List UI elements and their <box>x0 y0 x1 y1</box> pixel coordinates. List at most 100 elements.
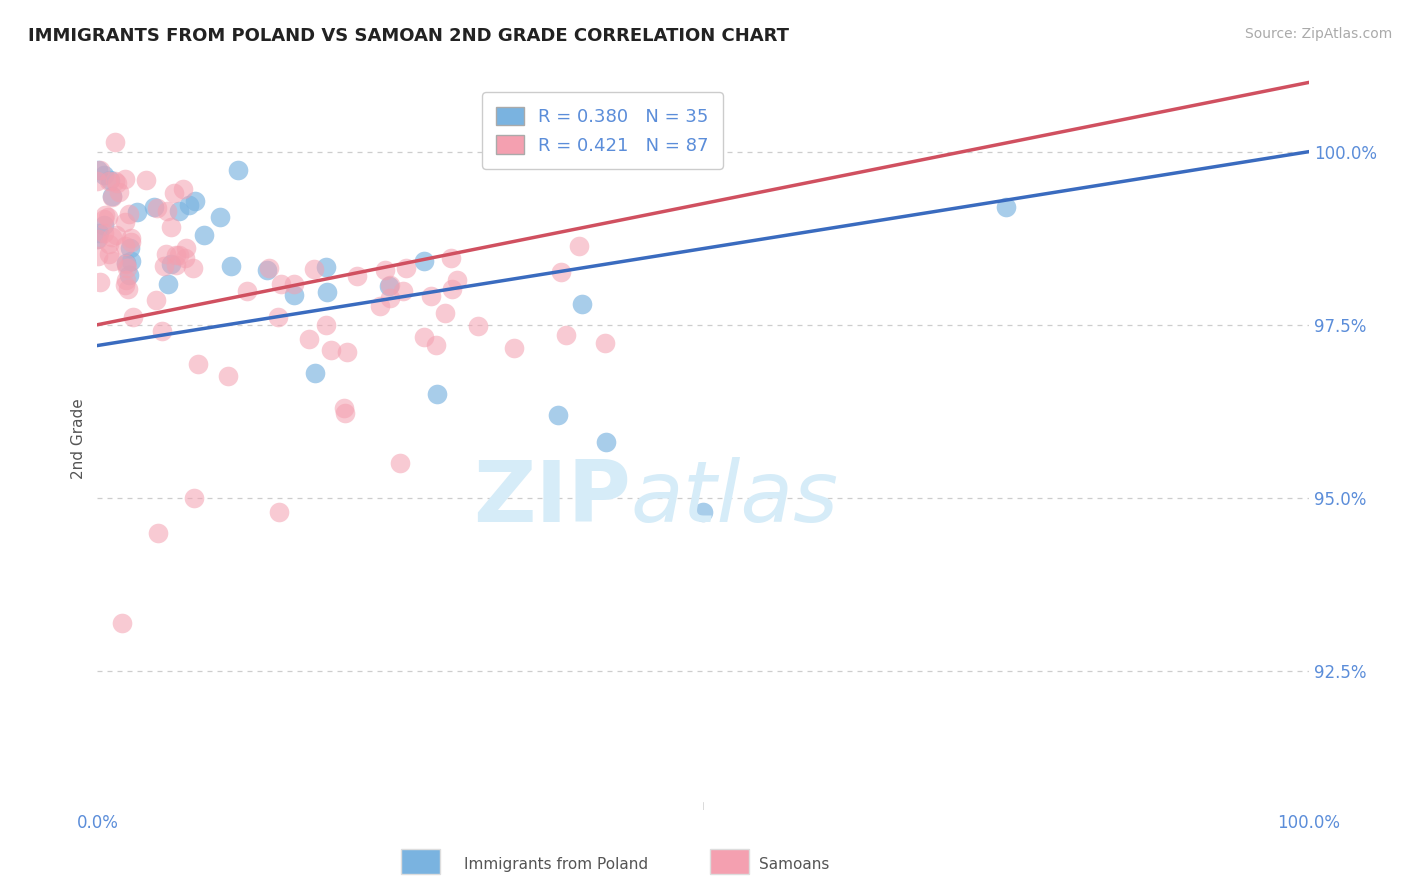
Text: atlas: atlas <box>630 457 838 540</box>
Point <box>389 456 412 470</box>
Point <box>374 262 396 277</box>
Point <box>183 491 205 505</box>
Point <box>378 279 401 293</box>
Point <box>114 215 136 229</box>
Point <box>446 273 468 287</box>
Point <box>692 505 714 519</box>
Point <box>89 163 111 178</box>
Point <box>395 260 418 275</box>
Y-axis label: 2nd Grade: 2nd Grade <box>72 399 86 479</box>
Point <box>110 615 132 630</box>
Point <box>256 263 278 277</box>
Point <box>392 285 415 299</box>
Point <box>184 194 207 209</box>
Point <box>97 210 120 224</box>
Point <box>319 343 342 357</box>
Point <box>104 174 127 188</box>
Point <box>86 174 108 188</box>
Point <box>283 288 305 302</box>
Point <box>157 277 180 291</box>
Point <box>333 401 356 415</box>
Point <box>98 246 121 260</box>
Point <box>105 228 128 243</box>
Point <box>100 230 122 244</box>
Point <box>440 251 463 265</box>
Point <box>181 260 204 275</box>
Point <box>208 211 231 225</box>
Point <box>236 285 259 299</box>
Point <box>172 182 194 196</box>
Point <box>315 260 337 274</box>
Point <box>159 257 181 271</box>
Point <box>114 277 136 292</box>
Point <box>101 253 124 268</box>
Point <box>89 275 111 289</box>
Point <box>98 172 121 186</box>
Point <box>163 186 186 200</box>
Point <box>87 226 110 240</box>
Point <box>420 289 443 303</box>
Point <box>502 341 524 355</box>
Point <box>101 189 124 203</box>
Text: IMMIGRANTS FROM POLAND VS SAMOAN 2ND GRADE CORRELATION CHART: IMMIGRANTS FROM POLAND VS SAMOAN 2ND GRA… <box>28 27 789 45</box>
Point <box>145 293 167 307</box>
Point <box>156 204 179 219</box>
Point <box>174 252 197 266</box>
Point <box>316 285 339 300</box>
Legend: R = 0.380   N = 35, R = 0.421   N = 87: R = 0.380 N = 35, R = 0.421 N = 87 <box>482 93 723 169</box>
Point <box>298 332 321 346</box>
Point <box>433 306 456 320</box>
Point <box>174 241 197 255</box>
Point <box>217 368 239 383</box>
Point <box>135 173 157 187</box>
Point <box>267 310 290 324</box>
Point <box>87 232 110 246</box>
Point <box>304 366 326 380</box>
Point <box>283 277 305 291</box>
Point <box>146 202 169 216</box>
Point <box>114 239 136 253</box>
Point <box>159 220 181 235</box>
Point <box>93 208 115 222</box>
Point <box>378 291 401 305</box>
Point <box>125 205 148 219</box>
Point <box>143 200 166 214</box>
Point <box>226 163 249 178</box>
Point <box>270 277 292 292</box>
Point <box>547 408 569 422</box>
Point <box>595 435 617 450</box>
Point <box>120 254 142 268</box>
Point <box>115 256 138 270</box>
Point <box>86 232 108 246</box>
Point <box>193 227 215 242</box>
Point <box>117 268 139 283</box>
Point <box>269 505 291 519</box>
Point <box>146 525 169 540</box>
Point <box>118 241 141 255</box>
Text: ZIP: ZIP <box>472 457 630 540</box>
Point <box>336 345 359 359</box>
Point <box>554 328 576 343</box>
Point <box>257 261 280 276</box>
Point <box>114 172 136 186</box>
Point <box>315 318 337 332</box>
Point <box>425 337 447 351</box>
Point <box>167 204 190 219</box>
Point <box>177 198 200 212</box>
Point <box>104 135 127 149</box>
Point <box>346 269 368 284</box>
Point <box>412 330 434 344</box>
Point <box>380 278 402 293</box>
Point <box>150 324 173 338</box>
Point <box>440 282 463 296</box>
Point <box>165 258 187 272</box>
Point <box>368 300 391 314</box>
Point <box>219 259 242 273</box>
Point <box>571 297 593 311</box>
Point <box>550 265 572 279</box>
Point <box>413 254 436 268</box>
Point <box>100 189 122 203</box>
Point <box>107 185 129 199</box>
Point <box>120 235 142 249</box>
Point <box>117 282 139 296</box>
